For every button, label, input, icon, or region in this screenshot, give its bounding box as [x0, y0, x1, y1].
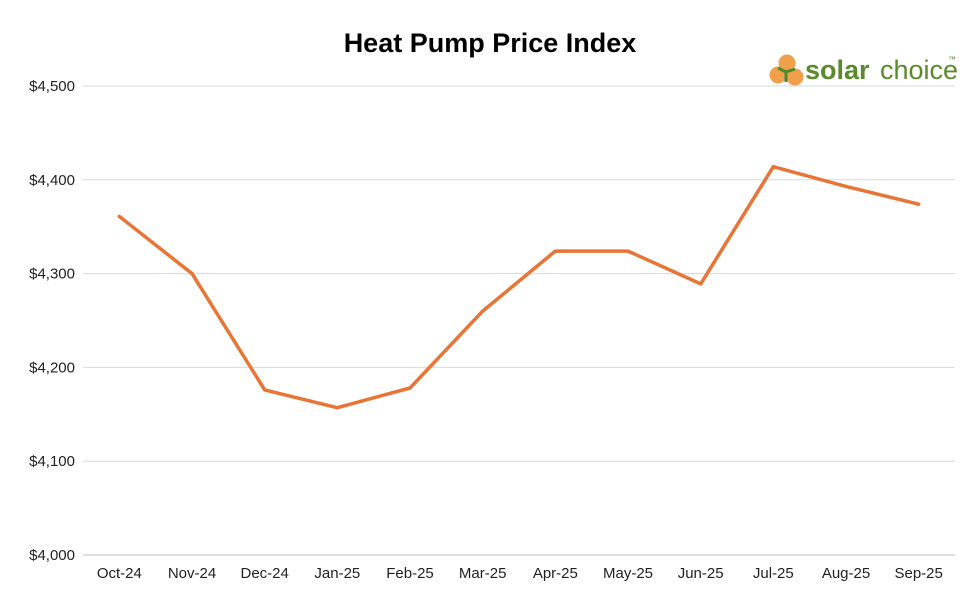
data-point	[699, 282, 703, 286]
x-tick-label: Aug-25	[822, 565, 870, 582]
data-point	[190, 272, 194, 276]
x-tick-label: Feb-25	[386, 565, 434, 582]
y-axis-ticks: $4,000 $4,100 $4,200 $4,300 $4,400 $4,500	[29, 78, 75, 564]
data-point	[553, 249, 557, 253]
y-tick-label: $4,300	[29, 266, 75, 283]
data-point	[117, 214, 121, 218]
data-point	[844, 184, 848, 188]
series-line	[117, 164, 921, 410]
x-tick-label: Nov-24	[168, 565, 216, 582]
x-axis-ticks: Oct-24 Nov-24 Dec-24 Jan-25 Feb-25 Mar-25 Apr-…	[97, 565, 943, 582]
solar-choice-logo: solar choice ™	[769, 54, 958, 86]
x-tick-label: Oct-24	[97, 565, 142, 582]
x-tick-label: Sep-25	[894, 565, 942, 582]
gridlines	[83, 85, 955, 462]
y-tick-label: $4,200	[29, 359, 75, 376]
brand-text: solar choice	[805, 55, 958, 85]
y-tick-label: $4,100	[29, 453, 75, 470]
data-point	[408, 386, 412, 390]
y-tick-label: $4,400	[29, 172, 75, 189]
data-point	[771, 165, 775, 169]
brand-solar-text: solar	[805, 55, 870, 85]
data-point	[481, 309, 485, 313]
x-tick-label: Jan-25	[314, 565, 360, 582]
x-tick-label: Apr-25	[533, 565, 578, 582]
series-layer	[117, 164, 921, 410]
brand-choice-text: choice	[880, 55, 958, 85]
y-tick-label: $4,000	[29, 547, 75, 564]
x-tick-label: Mar-25	[459, 565, 507, 582]
x-tick-label: May-25	[603, 565, 653, 582]
x-tick-label: Jul-25	[753, 565, 794, 582]
data-point	[917, 202, 921, 206]
y-tick-label: $4,500	[29, 78, 75, 95]
x-tick-label: Dec-24	[240, 565, 288, 582]
x-tick-label: Jun-25	[678, 565, 724, 582]
data-point	[626, 249, 630, 253]
trademark-mark: ™	[948, 55, 956, 64]
data-point	[263, 388, 267, 392]
logo-mark-icon	[769, 54, 804, 86]
chart-title: Heat Pump Price Index	[344, 28, 637, 58]
data-point	[335, 406, 339, 410]
